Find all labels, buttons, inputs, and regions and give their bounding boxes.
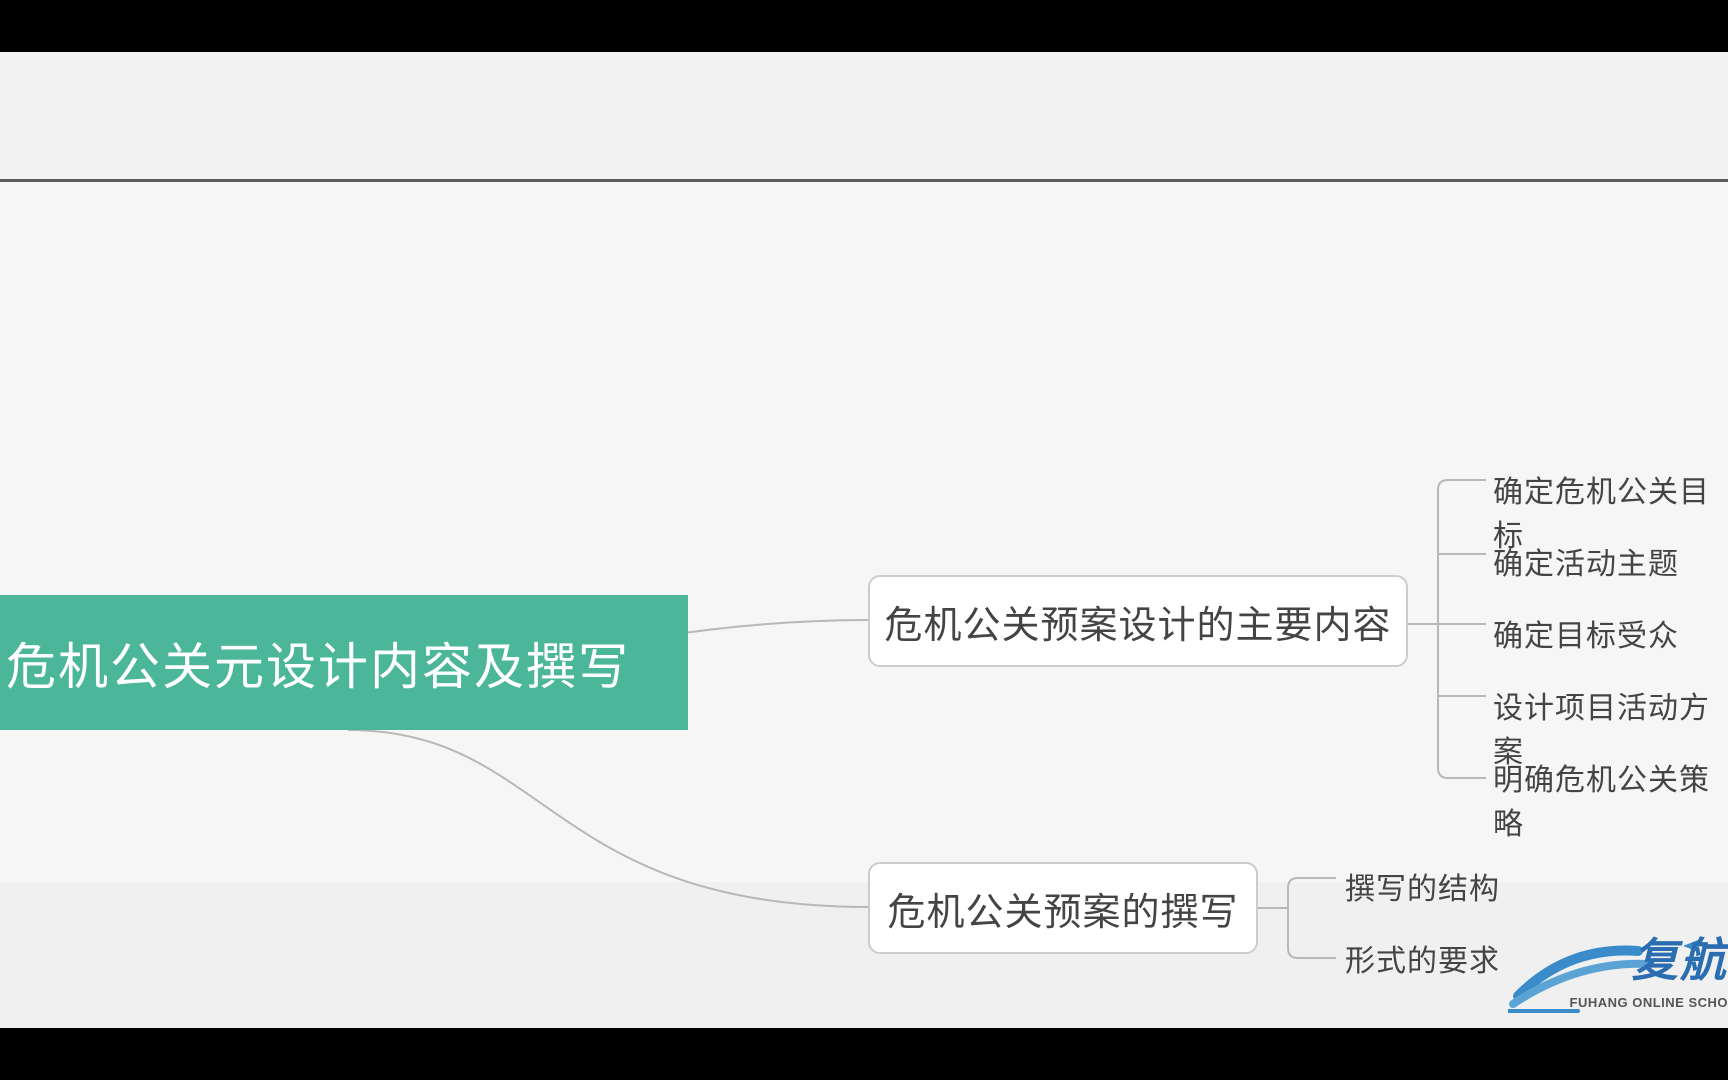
mindmap-leaf-1-3: 确定目标受众 xyxy=(1493,611,1679,655)
bracket-branch1 xyxy=(1408,472,1488,782)
mindmap-leaf-1-5: 明确危机公关策略 xyxy=(1493,755,1728,843)
mindmap-leaf-1-2: 确定活动主题 xyxy=(1493,539,1679,583)
branch-2-label: 危机公关预案的撰写 xyxy=(887,881,1238,936)
logo-text-cn: 复航 xyxy=(1632,924,1728,990)
content-area: 危机公关元设计内容及撰写 危机公关预案设计的主要内容 危机公关预案的撰写 确定危… xyxy=(0,52,1728,1028)
connector-root-branch2 xyxy=(348,725,870,925)
logo-area: 复航 FUHANG ONLINE SCHO xyxy=(1448,918,1728,1028)
mindmap-area: 危机公关元设计内容及撰写 危机公关预案设计的主要内容 危机公关预案的撰写 确定危… xyxy=(0,182,1728,882)
mindmap-branch-1: 危机公关预案设计的主要内容 xyxy=(868,575,1408,667)
bracket-branch2 xyxy=(1258,870,1338,965)
branch-1-label: 危机公关预案设计的主要内容 xyxy=(884,594,1391,649)
mindmap-branch-2: 危机公关预案的撰写 xyxy=(868,862,1258,954)
mindmap-leaf-2-1: 撰写的结构 xyxy=(1345,864,1500,908)
header-bar xyxy=(0,52,1728,182)
mindmap-root: 危机公关元设计内容及撰写 xyxy=(0,595,688,730)
logo-text-en: FUHANG ONLINE SCHO xyxy=(1570,995,1728,1010)
root-label: 危机公关元设计内容及撰写 xyxy=(6,627,630,699)
